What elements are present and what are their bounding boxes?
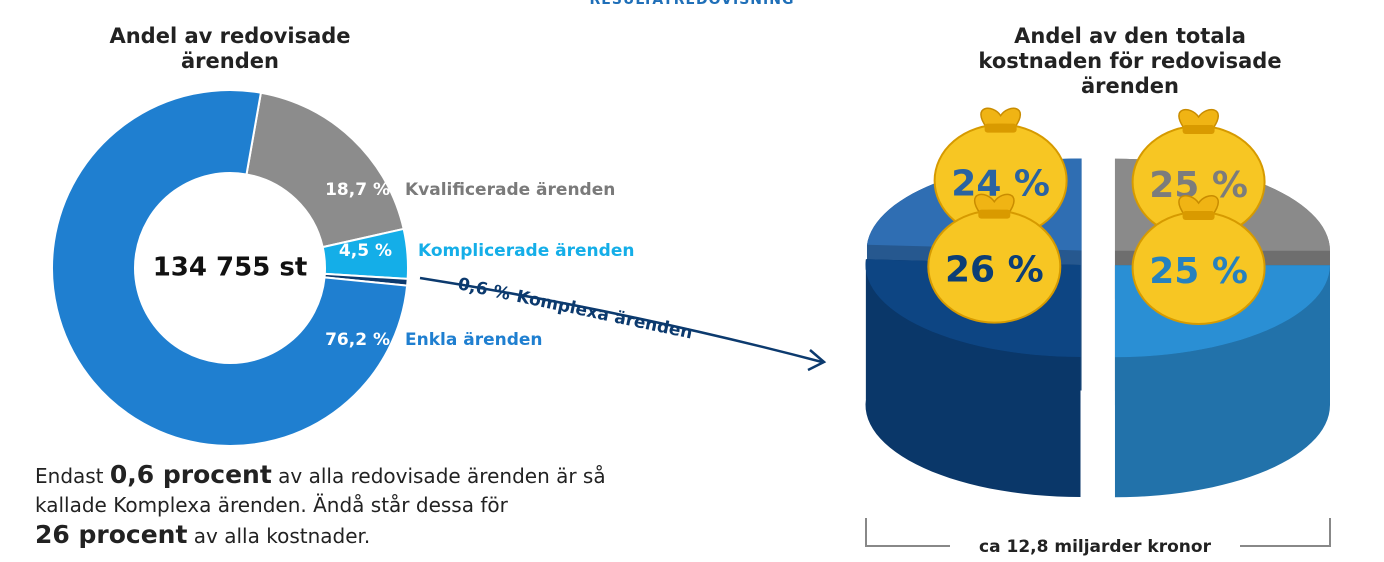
category-label: Komplicerade ärenden (418, 241, 634, 261)
value-label: 0,6 % (456, 274, 512, 305)
bag-neck (1178, 108, 1220, 130)
summary-text: Endast 0,6 procent av alla redovisade är… (35, 460, 635, 551)
bag-label: 26 % (945, 250, 1044, 291)
arrow-head (807, 349, 827, 372)
pie-title: Andel av den totala kostnaden för redovi… (978, 24, 1282, 98)
category-label: Kvalificerade ärenden (405, 180, 615, 200)
bag-label: 25 % (1149, 165, 1248, 206)
donut-title: Andel av redovisade ärenden (109, 24, 351, 73)
center-label: 134 755 st (153, 253, 308, 283)
text-part: av alla kostnader. (187, 524, 371, 548)
slice-side (1114, 265, 1330, 498)
money-bag: 26 % (927, 193, 1062, 324)
bag-tie (984, 123, 1017, 133)
category-label: Enkla ärenden (405, 330, 543, 350)
arrow (419, 276, 823, 364)
text-emphasis: 0,6 procent (109, 460, 272, 489)
bag-tie (1182, 124, 1215, 134)
bag-tie (978, 209, 1011, 219)
text-part: Endast (35, 464, 110, 488)
text-part: av alla redovisade ärenden är så kallade… (35, 464, 606, 517)
value-label: 4,5 % (339, 241, 392, 261)
bag-label: 25 % (1149, 251, 1248, 292)
donut-slice (245, 91, 405, 249)
value-label: 76,2 % (325, 330, 390, 350)
bag-neck (973, 193, 1015, 215)
text-emphasis: 26 procent (35, 520, 188, 549)
bag-neck (980, 107, 1022, 129)
donut-slice (51, 89, 409, 447)
money-bag: 25 % (1131, 195, 1266, 326)
money-bag: 24 % (933, 107, 1068, 238)
bag-neck (1178, 195, 1220, 216)
value-label: 18,7 % (325, 180, 390, 200)
header: RESULTATREDOVISNING (589, 0, 795, 8)
bag-tie (1182, 211, 1215, 221)
total-label: ca 12,8 miljarder kronor (979, 537, 1212, 557)
bracket (865, 518, 1331, 547)
slice-side (865, 259, 1081, 498)
money-bag: 25 % (1131, 108, 1266, 239)
